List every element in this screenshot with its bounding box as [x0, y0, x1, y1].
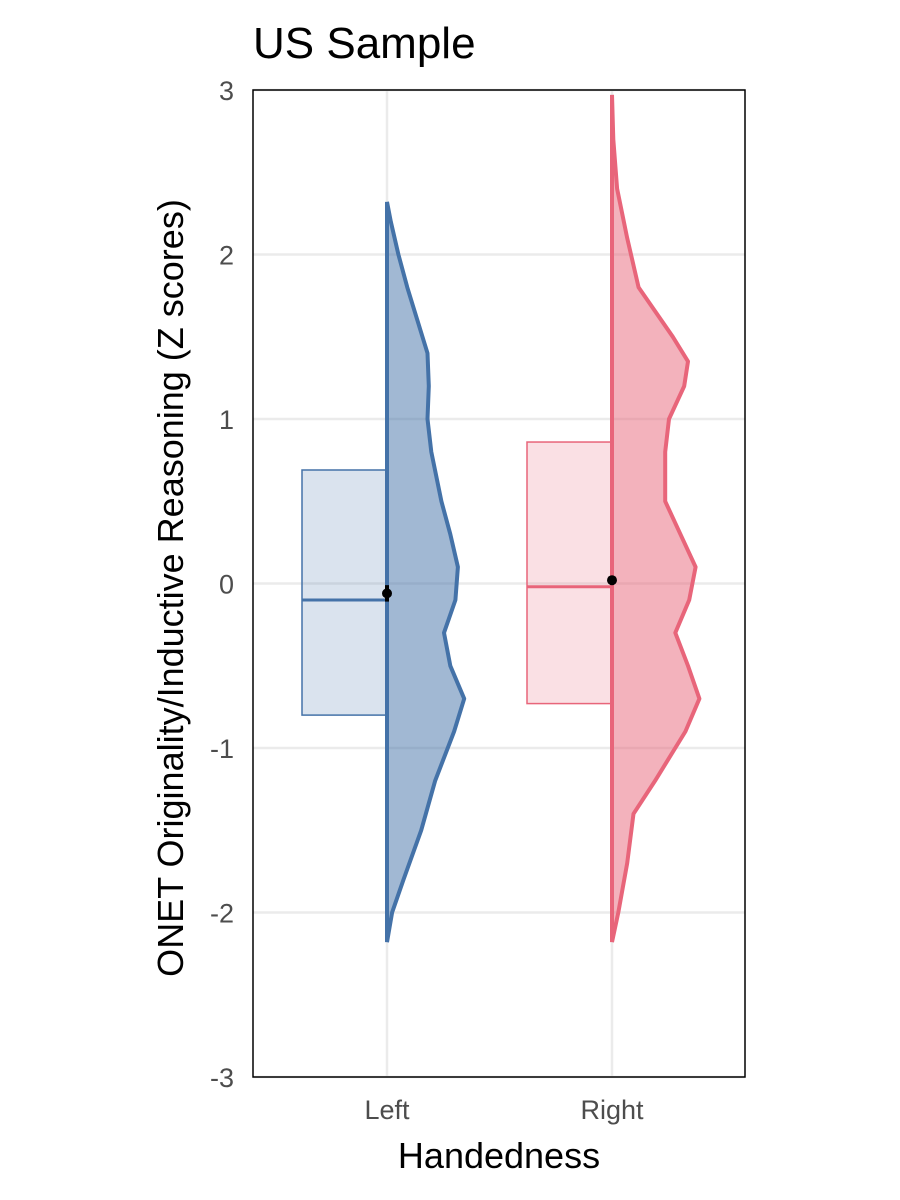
panel-border: [252, 89, 746, 1078]
density-outline: [385, 201, 467, 943]
density-outline: [610, 94, 702, 943]
x-axis-title: Handedness: [398, 1135, 600, 1176]
box: [301, 469, 388, 716]
x-axis: Left Right: [364, 1095, 644, 1125]
y-tick-label: -1: [210, 734, 234, 764]
mean-point: [607, 575, 617, 586]
y-tick-label: 3: [219, 76, 234, 106]
series-right: [526, 94, 702, 943]
x-tick-label: Left: [364, 1095, 410, 1125]
box: [526, 441, 613, 705]
x-tick-label: Right: [580, 1095, 644, 1125]
series-layer: [301, 94, 702, 943]
y-tick-label: -2: [210, 899, 234, 929]
y-tick-label: 1: [219, 405, 234, 435]
y-axis-title: ONET Originality/Inductive Reasoning (Z …: [150, 199, 191, 977]
y-axis: -3 -2 -1 0 1 2 3: [210, 76, 234, 1093]
series-left: [301, 201, 467, 943]
density: [387, 201, 465, 943]
mean-point: [382, 588, 392, 599]
y-tick-label: 0: [219, 570, 234, 600]
chart-title: US Sample: [253, 19, 476, 68]
y-tick-label: -3: [210, 1063, 234, 1093]
density: [612, 94, 700, 943]
y-tick-label: 2: [219, 241, 234, 271]
